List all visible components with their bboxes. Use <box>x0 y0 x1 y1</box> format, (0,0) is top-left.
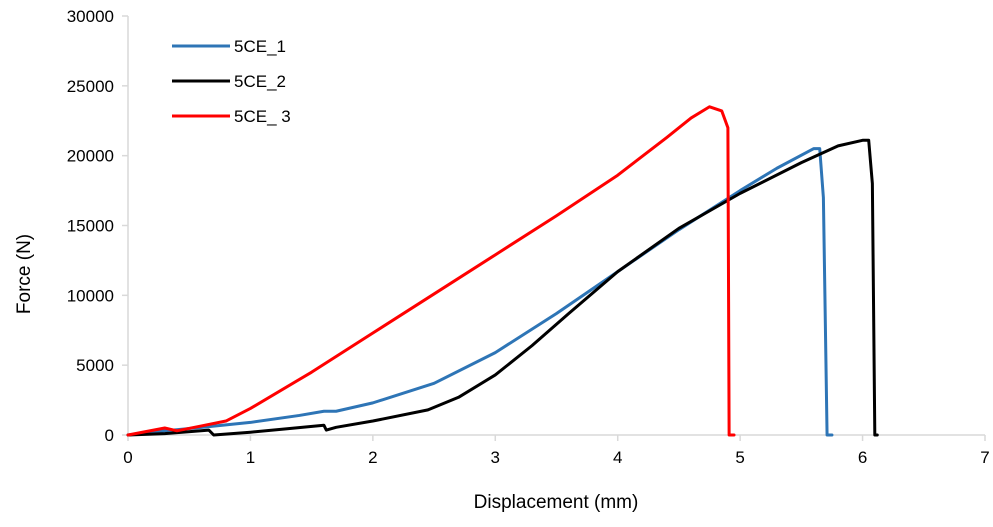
x-tick-label: 6 <box>858 448 867 467</box>
y-tick-label: 25000 <box>67 77 114 96</box>
y-tick-label: 0 <box>105 426 114 445</box>
x-tick-label: 7 <box>980 448 989 467</box>
y-axis-title: Force (N) <box>14 234 35 314</box>
series-layer <box>126 105 879 437</box>
x-tick-label: 0 <box>123 448 132 467</box>
x-tick-label: 3 <box>491 448 500 467</box>
y-tick-label: 30000 <box>67 7 114 26</box>
legend-label-3: 5CE_ 3 <box>234 107 291 126</box>
x-tick-label: 1 <box>246 448 255 467</box>
y-tick-label: 20000 <box>67 147 114 166</box>
series-line-2 <box>126 138 879 437</box>
series-line-3 <box>126 105 736 437</box>
legend-label-1: 5CE_1 <box>234 37 286 56</box>
legend: 5CE_1 5CE_2 5CE_ 3 <box>172 37 291 126</box>
y-tick-label: 15000 <box>67 217 114 236</box>
y-tick-label: 5000 <box>76 356 114 375</box>
x-tick-label: 4 <box>613 448 622 467</box>
y-tick-label: 10000 <box>67 286 114 305</box>
x-axis-title: Displacement (mm) <box>474 492 639 513</box>
legend-label-2: 5CE_2 <box>234 72 286 91</box>
axes-layer: 0 5000 10000 15000 20000 25000 30000 0 1 2 3 4 5 6 7 <box>67 7 990 467</box>
x-tick-label: 5 <box>735 448 744 467</box>
series-line-1 <box>126 147 834 437</box>
x-tick-label: 2 <box>368 448 377 467</box>
